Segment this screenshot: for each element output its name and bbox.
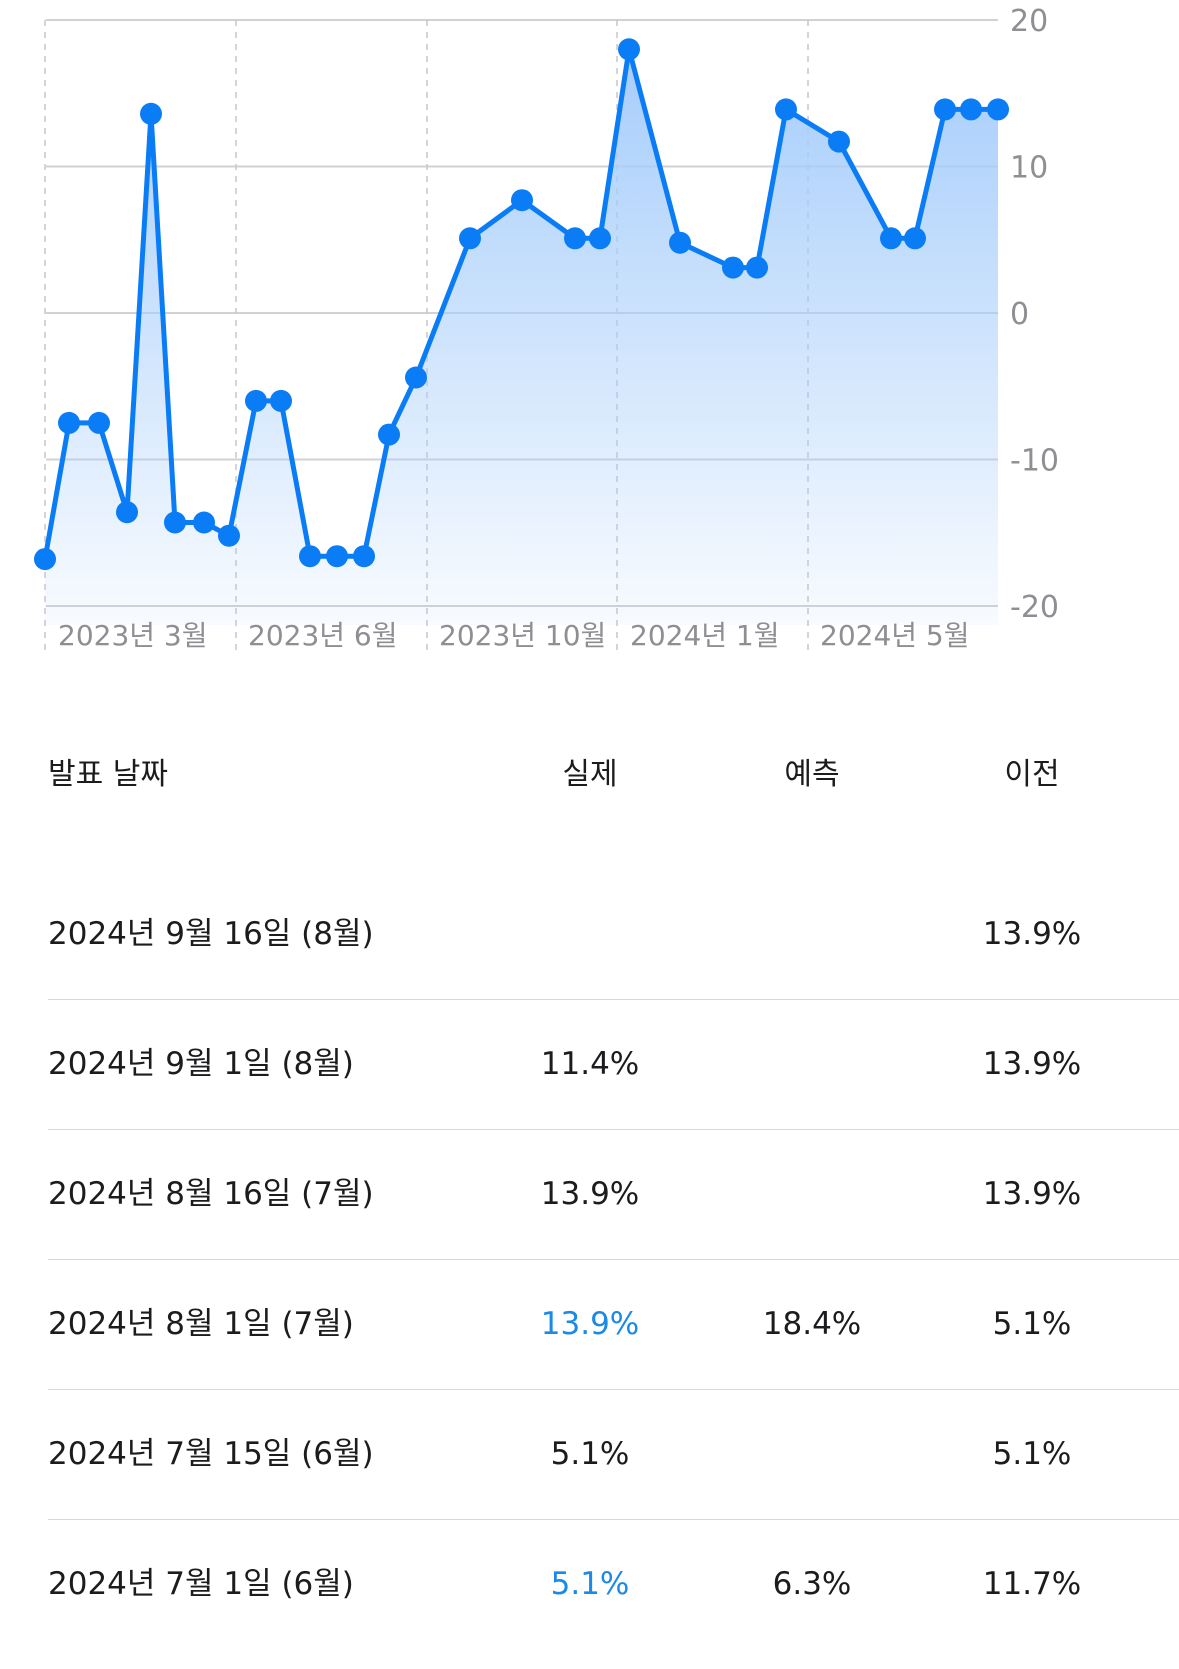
series-line xyxy=(42,46,998,560)
y-tick-label: 10 xyxy=(1010,151,1048,186)
header-date: 발표 날짜 xyxy=(48,757,168,792)
x-tick-label: 2023년 3월 xyxy=(58,619,208,652)
y-tick-label: -20 xyxy=(1010,590,1059,625)
release-table: 발표 날짜 실제 예측 이전 2024년 9월 16일 (8월) 13.9% 202… xyxy=(48,740,1179,1649)
y-tick-label: 0 xyxy=(1010,297,1029,332)
table-row[interactable]: 2024년 7월 15일 (6월) 5.1% 5.1% xyxy=(48,1390,1179,1520)
data-point xyxy=(960,98,982,121)
data-point xyxy=(987,98,1009,121)
data-point xyxy=(746,256,768,279)
table-body: 2024년 9월 16일 (8월) 13.9% 2024년 9월 1일 (8월) 11… xyxy=(48,870,1179,1649)
x-tick-label: 2024년 1월 xyxy=(630,619,780,652)
y-tick-label: -10 xyxy=(1010,444,1059,479)
x-tick-label: 2024년 5월 xyxy=(820,619,970,652)
data-point xyxy=(34,548,56,571)
table-row[interactable]: 2024년 8월 1일 (7월) 13.9% 18.4% 5.1% xyxy=(48,1260,1179,1390)
x-axis-ticks: 2023년 3월 2023년 6월 2023년 10월 2024년 1월 2024년 5… xyxy=(58,619,970,652)
data-point xyxy=(669,231,691,254)
data-point xyxy=(116,501,138,524)
data-point xyxy=(459,227,481,250)
series-area-fill xyxy=(45,49,998,626)
row-date: 2024년 7월 15일 (6월) xyxy=(48,1436,374,1472)
data-point xyxy=(904,227,926,250)
row-date: 2024년 9월 16일 (8월) xyxy=(48,916,374,952)
data-point xyxy=(511,189,533,212)
table-row[interactable]: 2024년 9월 16일 (8월) 13.9% xyxy=(48,870,1179,1000)
data-point xyxy=(140,102,162,125)
row-date: 2024년 9월 1일 (8월) xyxy=(48,1046,354,1082)
data-point xyxy=(353,545,375,568)
row-date: 2024년 7월 1일 (6월) xyxy=(48,1566,354,1602)
data-point xyxy=(775,98,797,121)
table-header-row: 발표 날짜 실제 예측 이전 xyxy=(48,740,1179,870)
table-row[interactable]: 2024년 9월 1일 (8월) 11.4% 13.9% xyxy=(48,1000,1179,1130)
data-point xyxy=(618,38,640,61)
y-tick-label: 20 xyxy=(1010,4,1048,39)
data-point xyxy=(245,389,267,412)
data-point xyxy=(405,366,427,389)
data-point xyxy=(722,256,744,279)
data-point xyxy=(828,130,850,153)
data-point xyxy=(326,545,348,568)
data-point xyxy=(378,423,400,446)
y-axis-ticks: 20 10 0 -10 -20 xyxy=(1010,4,1059,625)
data-point xyxy=(270,389,292,412)
table-row[interactable]: 2024년 7월 1일 (6월) 5.1% 6.3% 11.7% xyxy=(48,1520,1179,1649)
x-tick-label: 2023년 10월 xyxy=(439,619,606,652)
data-point xyxy=(58,411,80,434)
data-point xyxy=(299,545,321,568)
data-point xyxy=(589,227,611,250)
x-tick-label: 2023년 6월 xyxy=(248,619,398,652)
data-point xyxy=(88,411,110,434)
row-date: 2024년 8월 16일 (7월) xyxy=(48,1176,374,1212)
row-date: 2024년 8월 1일 (7월) xyxy=(48,1306,354,1342)
data-point xyxy=(934,98,956,121)
data-point xyxy=(218,524,240,547)
data-point xyxy=(880,227,902,250)
table-row[interactable]: 2024년 8월 16일 (7월) 13.9% 13.9% xyxy=(48,1130,1179,1260)
data-point xyxy=(564,227,586,250)
series-points xyxy=(34,38,1009,571)
data-point xyxy=(164,511,186,534)
data-point xyxy=(193,511,215,534)
